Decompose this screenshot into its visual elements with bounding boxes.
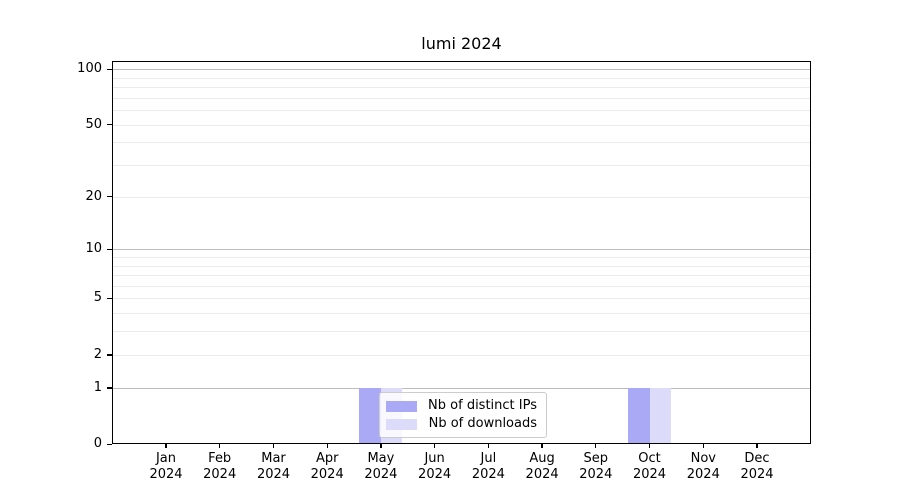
y-tick-mark-1 <box>107 387 112 389</box>
bar-distinct-ips-may <box>359 387 381 444</box>
grid-layer <box>112 61 811 444</box>
y-tick-label-50: 50 <box>85 116 102 132</box>
gridline-minor-y90 <box>112 77 811 79</box>
gridline-minor-y9 <box>112 256 811 258</box>
x-tick-mark-mar <box>272 444 275 448</box>
x-tick-mark-jun <box>433 444 436 448</box>
legend-label-distinct-ips: Nb of distinct IPs <box>428 398 537 413</box>
x-tick-label-sep: Sep 2024 <box>579 451 613 482</box>
x-tick-mark-jan <box>165 444 167 448</box>
legend-swatch-distinct-ips <box>386 400 417 412</box>
x-tick-mark-aug <box>541 444 543 448</box>
gridline-major-y100 <box>112 69 811 70</box>
x-tick-label-apr: Apr 2024 <box>310 451 344 482</box>
y-tick-label-0: 0 <box>93 436 102 451</box>
x-tick-label-dec: Dec 2024 <box>740 451 774 482</box>
gridline-major-y10 <box>112 249 811 251</box>
bar-distinct-ips-oct <box>628 387 650 444</box>
y-tick-mark-20 <box>107 196 112 198</box>
y-tick-mark-2 <box>107 354 112 356</box>
x-tick-label-oct: Oct 2024 <box>632 451 667 482</box>
x-tick-mark-may <box>380 444 382 448</box>
x-tick-label-jul: Jul 2024 <box>471 451 505 482</box>
x-tick-label-nov: Nov 2024 <box>686 451 720 482</box>
x-tick-label-may: May 2024 <box>364 451 398 482</box>
x-tick-mark-feb <box>219 444 221 448</box>
bar-downloads-oct <box>649 387 671 444</box>
y-tick-label-100: 100 <box>77 61 102 76</box>
x-tick-mark-nov <box>702 444 704 448</box>
x-tick-label-feb: Feb 2024 <box>203 451 237 482</box>
gridline-minor-y6 <box>112 285 811 287</box>
chart-title: lumi 2024 <box>421 34 502 53</box>
legend-item-downloads: Nb of downloads <box>386 416 537 432</box>
gridline-minor-y4 <box>112 313 811 315</box>
gridline-minor-y20 <box>112 196 811 198</box>
y-tick-label-1: 1 <box>93 379 102 395</box>
gridline-minor-y80 <box>112 86 811 88</box>
bar-layer <box>112 61 811 444</box>
gridline-minor-y7 <box>112 275 811 276</box>
x-tick-mark-jul <box>487 444 490 448</box>
x-tick-label-jun: Jun 2024 <box>418 451 452 482</box>
y-tick-label-2: 2 <box>93 346 102 362</box>
x-tick-mark-apr <box>326 444 328 448</box>
x-tick-label-jan: Jan 2024 <box>149 451 183 482</box>
y-tick-label-5: 5 <box>93 290 102 306</box>
gridline-minor-y60 <box>112 110 811 111</box>
x-tick-mark-sep <box>595 444 597 448</box>
plot-area: Nb of distinct IPs Nb of downloads <box>112 61 811 444</box>
y-tick-mark-50 <box>107 124 112 126</box>
legend-label-downloads: Nb of downloads <box>428 416 537 431</box>
x-tick-mark-dec <box>756 444 758 448</box>
gridline-minor-y2 <box>112 354 811 356</box>
y-tick-label-10: 10 <box>85 241 102 257</box>
gridline-minor-y30 <box>112 165 811 166</box>
gridline-major-y1 <box>112 387 811 389</box>
y-tick-mark-100 <box>107 68 112 70</box>
legend-item-distinct-ips: Nb of distinct IPs <box>386 398 537 414</box>
x-tick-label-aug: Aug 2024 <box>525 451 559 482</box>
legend: Nb of distinct IPs Nb of downloads <box>379 392 547 438</box>
y-tick-mark-5 <box>107 297 112 300</box>
y-tick-mark-0 <box>107 443 112 445</box>
y-tick-mark-10 <box>107 248 112 251</box>
y-tick-label-20: 20 <box>85 188 102 204</box>
gridline-minor-y70 <box>112 97 811 99</box>
gridline-minor-y3 <box>112 331 811 333</box>
gridline-minor-y50 <box>112 124 811 126</box>
gridline-minor-y5 <box>112 298 811 300</box>
x-tick-label-mar: Mar 2024 <box>256 451 291 482</box>
gridline-minor-y8 <box>112 265 811 267</box>
x-tick-mark-oct <box>648 444 651 448</box>
legend-swatch-downloads <box>386 418 417 430</box>
gridline-minor-y40 <box>112 142 811 144</box>
